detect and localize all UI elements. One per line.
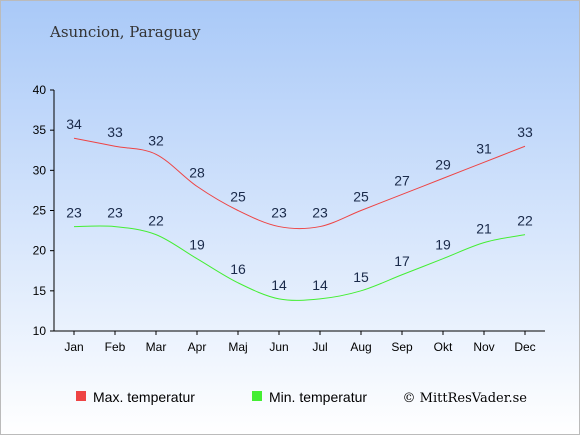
data-label-min: 16 xyxy=(230,261,246,277)
y-tick-label: 25 xyxy=(33,204,47,218)
data-label-max: 28 xyxy=(189,164,205,180)
y-tick-label: 40 xyxy=(33,83,47,97)
data-label-max: 23 xyxy=(271,205,287,221)
series-line-min xyxy=(73,225,526,301)
data-labels: 34 33 32 28 25 23 23 25 27 29 31 33 23 23 22 19 16 14 14 15… xyxy=(66,116,533,293)
data-label-min: 15 xyxy=(353,269,369,285)
legend-swatch-max xyxy=(76,391,86,401)
data-label-max: 33 xyxy=(517,124,533,140)
data-label-max: 29 xyxy=(435,156,451,172)
data-label-min: 23 xyxy=(66,205,82,221)
credit-text: © MittResVader.se xyxy=(403,391,528,406)
legend-swatch-min xyxy=(252,391,262,401)
data-label-min: 17 xyxy=(394,253,410,269)
x-tick-label: Jan xyxy=(64,340,83,354)
x-tick-label: Maj xyxy=(228,340,247,354)
series-layer xyxy=(73,137,526,301)
axes: 10 15 20 25 30 35 40 Jan Feb Mar Apr Maj Jun Jul Aug Se… xyxy=(33,83,545,354)
y-tick-label: 20 xyxy=(33,244,47,258)
y-tick-label: 10 xyxy=(33,324,47,338)
data-label-min: 22 xyxy=(517,213,533,229)
data-label-max: 23 xyxy=(312,205,328,221)
x-tick-label: Okt xyxy=(434,340,453,354)
x-tick-label: Feb xyxy=(105,340,126,354)
x-tick-label: Dec xyxy=(514,340,535,354)
y-tick-label: 35 xyxy=(33,123,47,137)
data-label-min: 19 xyxy=(435,237,451,253)
data-label-min: 23 xyxy=(107,205,123,221)
x-tick-label: Sep xyxy=(391,340,413,354)
data-label-max: 33 xyxy=(107,124,123,140)
data-label-min: 21 xyxy=(476,221,492,237)
data-label-min: 19 xyxy=(189,237,205,253)
data-label-max: 27 xyxy=(394,172,410,188)
x-tick-label: Mar xyxy=(146,340,167,354)
chart-title: Asuncion, Paraguay xyxy=(49,23,201,41)
data-label-min: 14 xyxy=(271,277,287,293)
x-tick-label: Jul xyxy=(312,340,327,354)
y-tick-label: 15 xyxy=(33,284,47,298)
data-label-max: 25 xyxy=(353,189,369,205)
x-tick-label: Apr xyxy=(188,340,207,354)
x-tick-label: Jun xyxy=(269,340,288,354)
legend-label-min: Min. temperatur xyxy=(269,389,367,405)
data-label-max: 25 xyxy=(230,189,246,205)
data-label-max: 32 xyxy=(148,132,164,148)
x-tick-label: Aug xyxy=(350,340,371,354)
data-label-min: 14 xyxy=(312,277,328,293)
legend: Max. temperatur Min. temperatur xyxy=(76,389,367,405)
legend-item-max: Max. temperatur xyxy=(76,389,195,405)
legend-label-max: Max. temperatur xyxy=(93,389,195,405)
data-label-min: 22 xyxy=(148,213,164,229)
data-label-max: 31 xyxy=(476,140,492,156)
data-label-max: 34 xyxy=(66,116,82,132)
series-line-max xyxy=(73,137,526,230)
y-tick-label: 30 xyxy=(33,163,47,177)
legend-item-min: Min. temperatur xyxy=(252,389,367,405)
x-tick-label: Nov xyxy=(473,340,494,354)
